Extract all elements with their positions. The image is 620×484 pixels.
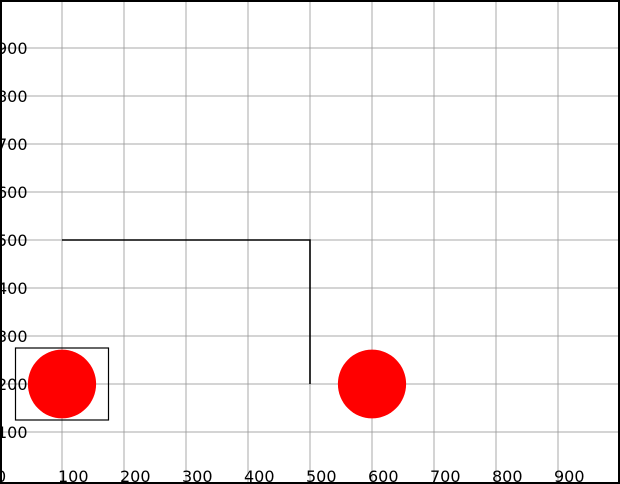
x-tick-label: 500 xyxy=(306,467,337,484)
y-tick-label: 900 xyxy=(0,39,28,58)
y-tick-label: 500 xyxy=(0,231,28,250)
x-tick-label: 800 xyxy=(492,467,523,484)
red-circle-left[interactable] xyxy=(27,349,97,419)
red-circle-right[interactable] xyxy=(337,349,407,419)
y-tick-label: 800 xyxy=(0,87,28,106)
x-tick-label: 200 xyxy=(120,467,151,484)
y-tick-label: 700 xyxy=(0,135,28,154)
x-tick-label: 400 xyxy=(244,467,275,484)
y-tick-label: 400 xyxy=(0,279,28,298)
y-tick-label: 300 xyxy=(0,327,28,346)
y-tick-label: 100 xyxy=(0,423,28,442)
connector-path[interactable] xyxy=(62,239,311,384)
x-tick-label: 900 xyxy=(554,467,585,484)
selection-box[interactable] xyxy=(14,347,110,421)
x-tick-label: 300 xyxy=(182,467,213,484)
x-tick-label: 700 xyxy=(430,467,461,484)
y-tick-label: 600 xyxy=(0,183,28,202)
x-tick-label: 600 xyxy=(368,467,399,484)
x-tick-label: 0 xyxy=(0,467,6,484)
y-tick-label: 200 xyxy=(0,375,28,394)
x-tick-label: 100 xyxy=(58,467,89,484)
